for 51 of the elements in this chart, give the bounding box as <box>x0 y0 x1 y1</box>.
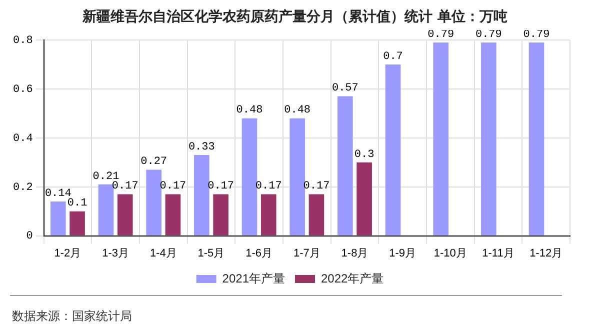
x-tick-label: 1-2月 <box>54 247 82 260</box>
bar <box>385 64 401 236</box>
bar <box>194 155 210 236</box>
x-tick-label: 1-8月 <box>341 247 368 260</box>
source-note: 数据来源：国家统计局 <box>12 308 132 325</box>
data-label: 0.17 <box>255 180 282 193</box>
x-tick-label: 1-3月 <box>102 247 130 260</box>
bar <box>117 194 133 236</box>
x-tick-label: 1-12月 <box>530 247 563 260</box>
bar <box>356 162 372 236</box>
y-tick-label: 0.8 <box>12 34 33 47</box>
y-tick-label: 0.2 <box>12 182 33 194</box>
y-tick-label: 0.4 <box>12 132 34 145</box>
data-label: 0.3 <box>354 148 374 161</box>
bar <box>213 194 228 236</box>
data-label: 0.1 <box>67 198 88 210</box>
bar <box>146 170 162 236</box>
y-tick-label: 0 <box>26 230 33 243</box>
x-tick-label: 1-9月 <box>389 247 416 260</box>
bar <box>338 96 353 236</box>
data-label: 0.17 <box>208 180 234 193</box>
bar <box>308 194 324 236</box>
data-label: 0.17 <box>112 180 138 193</box>
bar <box>433 42 448 236</box>
bar <box>98 184 114 236</box>
data-label: 0.33 <box>188 141 215 154</box>
bar <box>290 118 305 236</box>
bar <box>242 118 258 236</box>
legend-label: 2021年产量 <box>222 271 286 286</box>
x-tick-label: 1-5月 <box>198 247 225 260</box>
bar <box>260 194 276 236</box>
data-label: 0.27 <box>140 156 168 168</box>
data-label: 0.17 <box>160 180 186 193</box>
data-label: 0.57 <box>332 82 358 95</box>
chart-title: 新疆维吾尔自治区化学农药原药产量分月（累计值）统计 单位：万吨 <box>82 8 508 26</box>
x-tick-label: 1-7月 <box>293 247 320 260</box>
bar <box>481 42 496 236</box>
x-tick-label: 1-10月 <box>434 247 467 260</box>
data-label: 0.48 <box>284 104 311 117</box>
bar <box>70 211 85 236</box>
x-tick-label: 1-6月 <box>246 247 273 260</box>
data-label: 0.7 <box>383 50 403 63</box>
bar <box>50 202 66 236</box>
data-label: 0.48 <box>236 104 263 117</box>
y-tick-label: 0.6 <box>12 84 33 96</box>
legend-label: 2022年产量 <box>321 271 384 286</box>
bar <box>528 42 544 236</box>
x-tick-label: 1-11月 <box>482 247 514 260</box>
x-tick-label: 1-4月 <box>150 247 177 260</box>
bar <box>165 194 181 236</box>
data-label: 0.17 <box>303 180 330 193</box>
